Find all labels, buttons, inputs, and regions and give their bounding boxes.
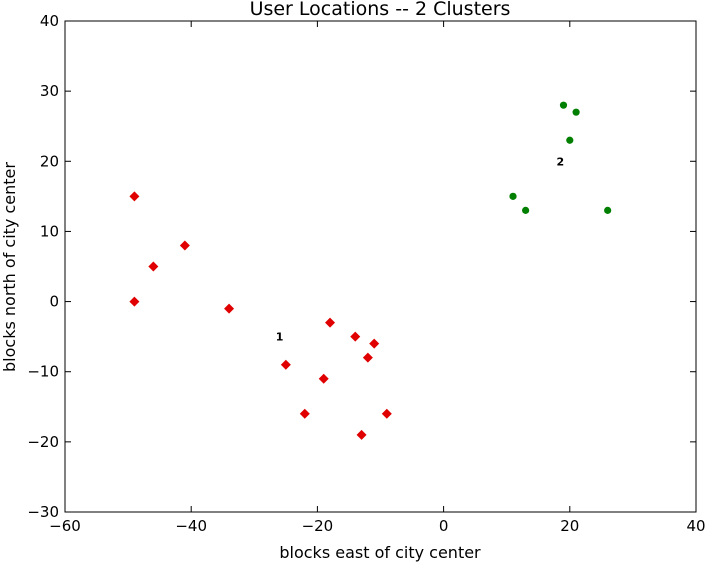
cluster-1-point (369, 338, 380, 349)
y-tick-label: 30 (40, 82, 59, 100)
y-tick-label: 40 (40, 12, 59, 30)
y-tick-label: 10 (40, 222, 59, 240)
y-axis-label: blocks north of city center (0, 162, 19, 372)
cluster-1-point (362, 352, 373, 363)
cluster-1-point (129, 296, 140, 307)
y-tick-label: −20 (27, 433, 59, 451)
cluster-2-point (604, 206, 612, 214)
y-tick-label: −30 (27, 503, 59, 521)
cluster-1-point (356, 429, 367, 440)
x-tick-label: 0 (439, 517, 449, 535)
plot-area-frame (64, 20, 697, 513)
x-tick-label: −20 (302, 517, 334, 535)
x-axis-label: blocks east of city center (279, 543, 481, 562)
cluster-1-point (148, 261, 159, 272)
cluster-1-point (325, 317, 336, 328)
cluster-1-label: 1 (276, 331, 284, 344)
data-points (129, 101, 612, 440)
cluster-labels: 12 (276, 155, 564, 343)
cluster-1-point (224, 303, 235, 314)
cluster-2-point (572, 108, 580, 116)
chart-title: User Locations -- 2 Clusters (250, 0, 511, 20)
y-tick-label: 20 (40, 152, 59, 170)
x-tick-label: −40 (175, 517, 207, 535)
cluster-2-point (566, 136, 574, 144)
cluster-1-point (299, 408, 310, 419)
x-tick-label: −60 (49, 517, 81, 535)
y-tick-label: 0 (49, 293, 59, 311)
cluster-1-point (381, 408, 392, 419)
x-tick-label: 20 (560, 517, 579, 535)
cluster-1-point (280, 359, 291, 370)
cluster-2-point (522, 206, 530, 214)
cluster-1-point (129, 191, 140, 202)
cluster-2-point (559, 101, 568, 109)
cluster-2-point (509, 192, 517, 200)
y-tick-label: −10 (27, 363, 59, 381)
axis-ticks: −60 −40 −20 0 20 40 −30 −20 −10 0 10 20 30 40 (27, 12, 705, 535)
cluster-1-point (350, 331, 361, 342)
x-tick-label: 40 (686, 517, 705, 535)
cluster-1-point (318, 373, 329, 384)
cluster-1-point (179, 240, 190, 251)
cluster-2-label: 2 (557, 155, 565, 168)
